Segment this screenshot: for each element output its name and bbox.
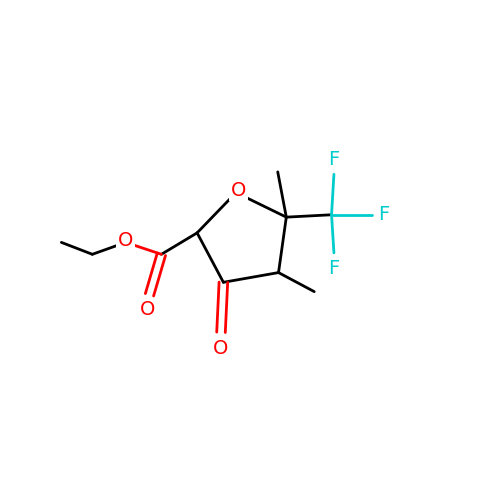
Text: F: F	[328, 259, 340, 277]
Text: O: O	[213, 340, 228, 358]
Text: O: O	[118, 230, 133, 250]
Text: O: O	[139, 300, 155, 319]
Text: F: F	[328, 149, 340, 169]
Text: O: O	[231, 181, 246, 200]
Text: F: F	[378, 205, 389, 224]
